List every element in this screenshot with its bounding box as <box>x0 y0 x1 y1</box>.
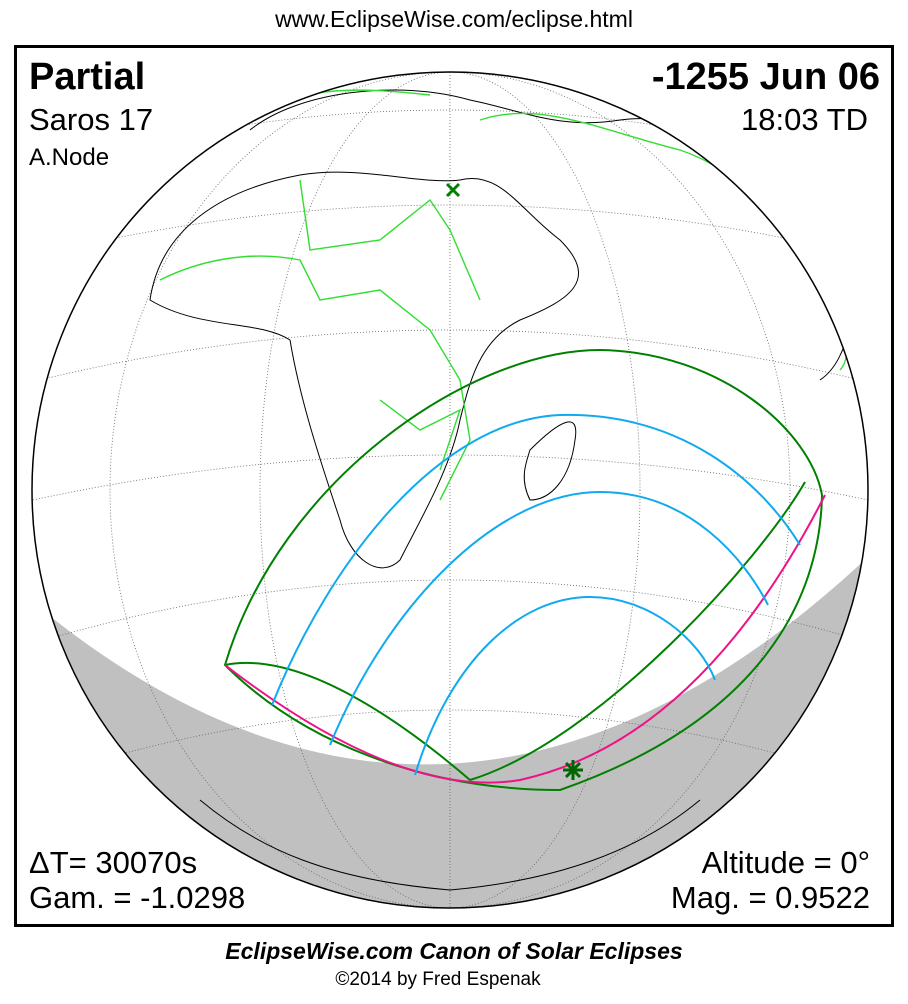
footer-title: EclipseWise.com Canon of Solar Eclipses <box>225 938 683 964</box>
node: A.Node <box>29 144 110 171</box>
magnitude-curve-2 <box>329 490 769 746</box>
greatest-eclipse-star-icon <box>563 760 583 780</box>
magnitude-curve-3 <box>414 595 716 776</box>
eclipse-date: -1255 Jun 06 <box>651 56 880 98</box>
eclipse-time: 18:03 TD <box>741 102 868 137</box>
saros-number: Saros 17 <box>29 102 154 137</box>
magnitude: Mag. = 0.9522 <box>670 880 870 915</box>
eclipse-curves <box>223 348 826 792</box>
rise-set-curve <box>224 494 826 784</box>
site-url: www.EclipseWise.com/eclipse.html <box>275 6 633 32</box>
penumbra-limit-south <box>224 481 806 782</box>
delta-t: ΔT= 30070s <box>29 845 198 880</box>
globe-outline <box>31 71 869 909</box>
altitude: Altitude = 0° <box>701 845 870 880</box>
magnitude-curve-1 <box>271 413 801 706</box>
map-frame <box>14 45 894 927</box>
sub-solar-x-icon <box>445 182 461 198</box>
globe-disk <box>32 72 868 908</box>
gamma: Gam. = -1.0298 <box>29 880 246 915</box>
eclipse-type: Partial <box>29 56 146 98</box>
footer-copyright: ©2014 by Fred Espenak <box>335 969 541 990</box>
